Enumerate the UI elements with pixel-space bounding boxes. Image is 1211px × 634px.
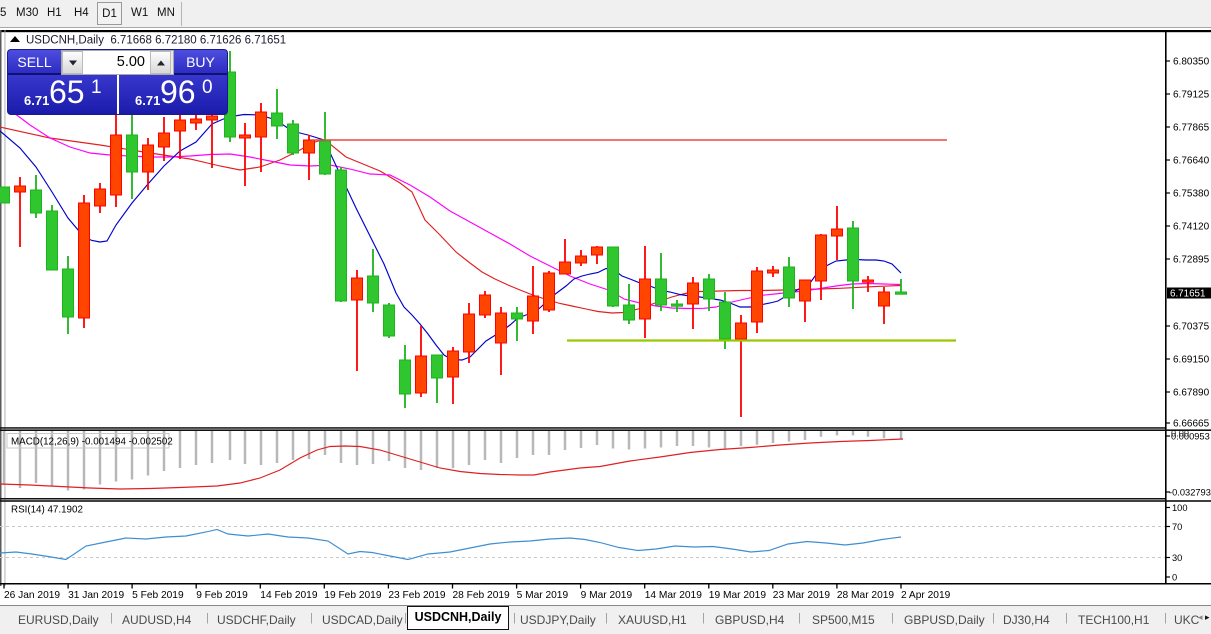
svg-text:23 Mar 2019: 23 Mar 2019 — [773, 590, 831, 601]
svg-text:6.70375: 6.70375 — [1173, 322, 1210, 333]
svg-text:6.80350: 6.80350 — [1173, 57, 1210, 68]
svg-text:6.79125: 6.79125 — [1173, 90, 1210, 101]
svg-text:14 Mar 2019: 14 Mar 2019 — [645, 590, 703, 601]
svg-text:USDCNH,Daily 6.71668 6.72180: USDCNH,Daily 6.71668 6.72180 6.71626 6.7… — [26, 35, 286, 47]
svg-text:9 Mar 2019: 9 Mar 2019 — [581, 590, 633, 601]
svg-text:28 Mar 2019: 28 Mar 2019 — [837, 590, 895, 601]
svg-text:28 Feb 2019: 28 Feb 2019 — [453, 590, 511, 601]
svg-text:RSI(14) 47.1902: RSI(14) 47.1902 — [11, 505, 83, 516]
svg-text:6.75380: 6.75380 — [1173, 189, 1210, 200]
svg-text:-0.032793: -0.032793 — [1169, 488, 1211, 498]
svg-text:0.00: 0.00 — [1171, 429, 1189, 439]
svg-text:9 Feb 2019: 9 Feb 2019 — [196, 590, 248, 601]
svg-text:6.72895: 6.72895 — [1173, 255, 1210, 266]
svg-text:5 Feb 2019: 5 Feb 2019 — [132, 590, 184, 601]
svg-text:19 Feb 2019: 19 Feb 2019 — [324, 590, 382, 601]
svg-text:30: 30 — [1172, 553, 1182, 563]
svg-text:6.71651: 6.71651 — [1170, 289, 1205, 300]
svg-text:6.74120: 6.74120 — [1173, 222, 1210, 233]
svg-text:2 Apr 2019: 2 Apr 2019 — [901, 590, 951, 601]
svg-text:6.66665: 6.66665 — [1173, 419, 1210, 430]
svg-text:31 Jan 2019: 31 Jan 2019 — [68, 590, 124, 601]
svg-text:0: 0 — [1172, 573, 1177, 583]
svg-text:26 Jan 2019: 26 Jan 2019 — [4, 590, 60, 601]
svg-text:6.67890: 6.67890 — [1173, 388, 1210, 399]
svg-text:MACD(12,26,9) -0.001494 -0.002: MACD(12,26,9) -0.001494 -0.002502 — [11, 437, 173, 448]
svg-text:6.76640: 6.76640 — [1173, 156, 1210, 167]
svg-text:6.69150: 6.69150 — [1173, 355, 1210, 366]
svg-text:14 Feb 2019: 14 Feb 2019 — [260, 590, 318, 601]
svg-text:5 Mar 2019: 5 Mar 2019 — [517, 590, 569, 601]
svg-text:0.000953: 0.000953 — [1171, 432, 1210, 442]
svg-text:100: 100 — [1172, 503, 1188, 513]
svg-text:70: 70 — [1172, 522, 1182, 532]
svg-text:6.77865: 6.77865 — [1173, 123, 1210, 134]
svg-text:19 Mar 2019: 19 Mar 2019 — [709, 590, 767, 601]
svg-text:23 Feb 2019: 23 Feb 2019 — [388, 590, 446, 601]
